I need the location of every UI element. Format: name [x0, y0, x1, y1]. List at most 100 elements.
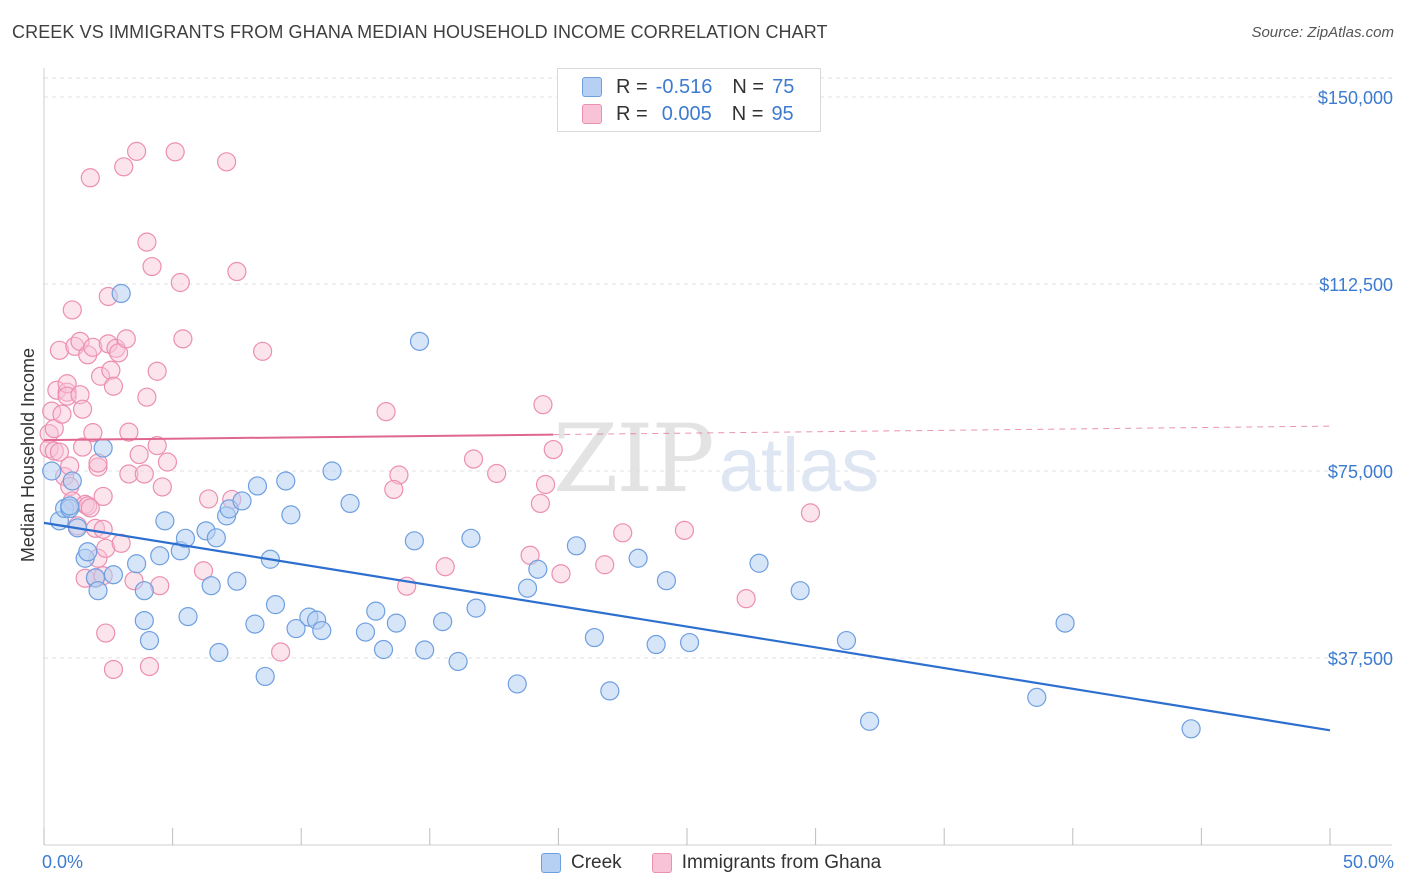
creek-legend-swatch	[541, 853, 561, 873]
ghana-point	[114, 157, 134, 177]
creek-point	[245, 614, 265, 634]
creek-point	[656, 571, 677, 591]
ghana-point	[147, 435, 167, 456]
ghana-point	[103, 659, 124, 680]
ghana-point	[119, 464, 139, 484]
ghana-point	[147, 361, 167, 381]
source-label: Source: ZipAtlas.com	[1251, 24, 1394, 41]
ghana-point	[137, 387, 157, 407]
creek-point	[265, 595, 286, 615]
creek-point	[461, 528, 481, 548]
creek-point	[60, 496, 80, 516]
creek-point	[134, 581, 154, 601]
ghana-point	[165, 142, 185, 162]
ghana-point	[119, 422, 139, 442]
ghana-point	[193, 561, 214, 581]
creek-point	[566, 536, 587, 556]
ghana-point	[142, 256, 162, 277]
ghana-point	[435, 557, 455, 577]
r-label: R =	[616, 75, 648, 98]
creek-point	[790, 581, 810, 601]
ghana-points	[39, 141, 821, 680]
ghana-point	[62, 300, 82, 320]
series-legend: Creek Immigrants from Ghana	[541, 852, 911, 874]
creek-point	[1027, 687, 1047, 707]
ghana-point	[80, 168, 100, 188]
ghana-swatch	[582, 104, 602, 124]
ghana-point	[533, 395, 553, 415]
creek-point	[528, 559, 548, 579]
legend-item-ghana[interactable]: Immigrants from Ghana	[651, 852, 881, 874]
ghana-r-value: 0.005	[661, 102, 712, 125]
ghana-point	[88, 457, 108, 477]
ghana-point	[535, 474, 556, 495]
creek-points	[42, 283, 1201, 739]
ghana-point	[271, 642, 291, 662]
creek-point	[679, 632, 700, 653]
creek-point	[126, 554, 147, 574]
ghana-point	[96, 623, 116, 643]
creek-point	[286, 618, 306, 639]
ghana-point	[800, 503, 821, 523]
creek-point	[860, 711, 880, 731]
creek-point	[415, 640, 435, 660]
ghana-point	[83, 337, 103, 357]
watermark-zip: ZIP	[553, 405, 715, 514]
creek-point	[206, 528, 226, 548]
y-tick-labels: $37,500 $75,000 $112,500 $150,000	[1318, 88, 1393, 669]
creek-point	[1055, 613, 1075, 633]
creek-point	[1181, 719, 1201, 739]
creek-n-value: 75	[772, 75, 795, 98]
creek-point	[628, 548, 648, 568]
creek-point	[178, 607, 198, 627]
ghana-point	[487, 463, 507, 484]
y-tick-label: $75,000	[1328, 462, 1393, 482]
creek-point	[78, 542, 98, 562]
creek-point	[134, 610, 154, 631]
creek-point	[281, 505, 301, 525]
watermark-atlas: atlas	[718, 423, 880, 508]
ghana-point	[217, 152, 237, 172]
creek-point	[227, 571, 247, 591]
legend-item-creek[interactable]: Creek	[541, 852, 622, 874]
n-label: N =	[732, 75, 765, 98]
creek-point	[255, 666, 275, 687]
ghana-point	[389, 465, 409, 485]
ghana-point	[157, 452, 178, 472]
ghana-point	[137, 232, 157, 252]
ghana-point	[530, 493, 550, 514]
creek-point	[409, 331, 430, 351]
creek-point	[646, 634, 666, 655]
ghana-trend-line	[43, 433, 554, 442]
ghana-point	[49, 340, 70, 360]
legend-row-ghana: R = 0.005 N = 95	[582, 102, 794, 126]
creek-point	[448, 651, 468, 672]
ghana-point	[253, 341, 273, 361]
creek-point	[404, 531, 424, 551]
n-label: N =	[731, 102, 764, 125]
trend-lines	[43, 425, 1331, 732]
creek-point	[466, 598, 486, 618]
creek-point	[232, 491, 252, 511]
creek-point	[93, 438, 113, 458]
creek-point	[355, 622, 376, 642]
ghana-point	[551, 564, 571, 584]
ghana-trend-extension	[553, 425, 1331, 436]
creek-point	[507, 674, 527, 694]
ghana-point	[134, 464, 154, 484]
legend-row-creek: R = -0.516 N = 75	[582, 75, 794, 99]
y-axis-label: Median Household Income	[18, 348, 38, 562]
ghana-point	[70, 385, 90, 405]
ghana-point	[80, 498, 100, 518]
ghana-point	[72, 399, 93, 419]
ghana-point	[376, 402, 396, 422]
creek-swatch	[582, 77, 602, 97]
creek-point	[175, 528, 196, 548]
creek-point	[322, 461, 342, 481]
creek-trend-line	[43, 521, 1331, 732]
creek-point	[103, 565, 124, 585]
y-tick-label: $150,000	[1318, 88, 1393, 108]
ghana-point	[384, 479, 404, 500]
watermark: ZIPatlas	[553, 405, 879, 514]
creek-point	[749, 553, 769, 573]
